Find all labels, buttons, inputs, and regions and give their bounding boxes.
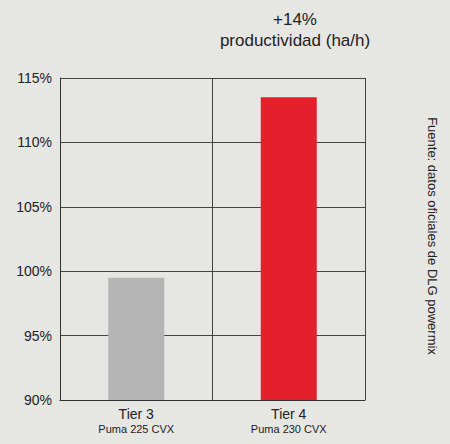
svg-text:Tier 4: Tier 4 [271, 406, 306, 422]
svg-text:100%: 100% [16, 263, 52, 279]
svg-text:115%: 115% [17, 70, 52, 86]
svg-text:Puma 225 CVX: Puma 225 CVX [98, 423, 174, 435]
svg-text:Puma 230 CVX: Puma 230 CVX [251, 423, 327, 435]
svg-text:productividad (ha/h): productividad (ha/h) [220, 31, 370, 50]
svg-text:110%: 110% [17, 134, 52, 150]
svg-text:Fuente: datos oficiales de DLG: Fuente: datos oficiales de DLG powermix [425, 117, 440, 355]
svg-text:Tier 3: Tier 3 [119, 406, 154, 422]
svg-text:90%: 90% [24, 392, 52, 408]
svg-text:105%: 105% [16, 199, 52, 215]
svg-text:95%: 95% [24, 328, 52, 344]
svg-text:+14%: +14% [273, 10, 317, 29]
